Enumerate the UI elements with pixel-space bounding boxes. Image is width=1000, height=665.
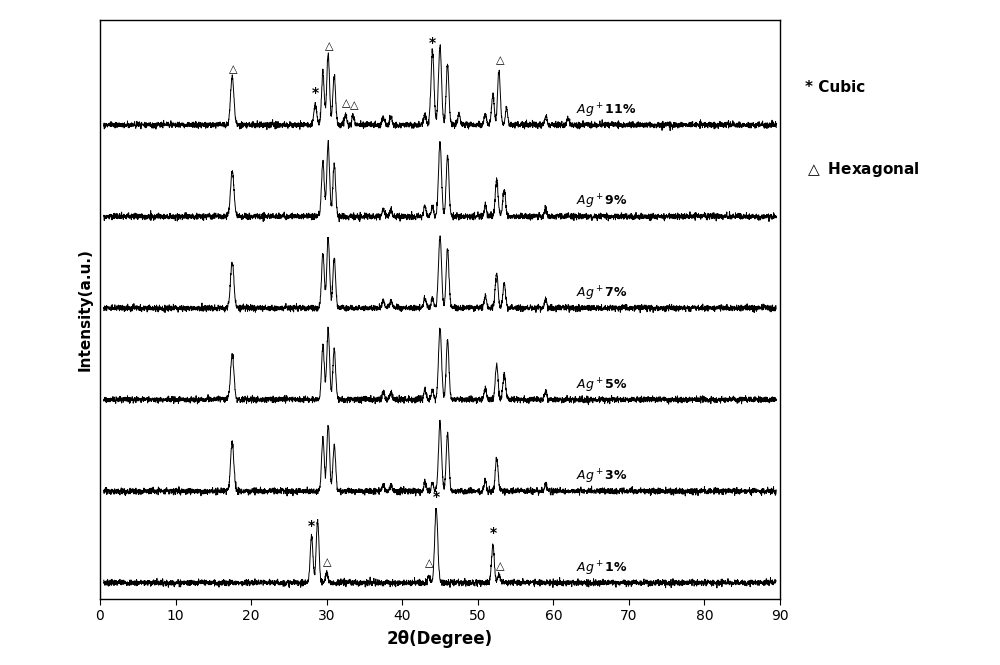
- Text: $\triangle$: $\triangle$: [422, 558, 435, 571]
- Text: $Ag^+$7%: $Ag^+$7%: [576, 285, 628, 303]
- Text: *: *: [308, 519, 315, 533]
- Text: $\triangle$: $\triangle$: [493, 55, 505, 66]
- Text: $\triangle$: $\triangle$: [226, 63, 239, 76]
- Text: $\triangle$: $\triangle$: [322, 41, 335, 53]
- Text: $Ag^+$3%: $Ag^+$3%: [576, 467, 628, 486]
- Text: $Ag^+$5%: $Ag^+$5%: [576, 376, 628, 394]
- Text: *: *: [433, 489, 440, 503]
- Text: *: *: [312, 86, 319, 100]
- Text: $Ag^+$11%: $Ag^+$11%: [576, 102, 636, 120]
- Text: *: *: [489, 526, 496, 540]
- Text: $\triangle$: $\triangle$: [339, 98, 352, 110]
- Y-axis label: Intensity(a.u.): Intensity(a.u.): [78, 248, 93, 370]
- Text: $Ag^+$9%: $Ag^+$9%: [576, 193, 628, 211]
- Text: $\triangle$: $\triangle$: [320, 556, 333, 569]
- Text: $\triangle$: $\triangle$: [493, 560, 505, 573]
- Text: $\triangle$ Hexagonal: $\triangle$ Hexagonal: [805, 160, 920, 179]
- Text: $\triangle$: $\triangle$: [347, 99, 359, 112]
- X-axis label: 2θ(Degree): 2θ(Degree): [387, 630, 493, 648]
- Text: * Cubic: * Cubic: [805, 80, 865, 95]
- Text: *: *: [429, 36, 436, 50]
- Text: $Ag^+$1%: $Ag^+$1%: [576, 559, 628, 578]
